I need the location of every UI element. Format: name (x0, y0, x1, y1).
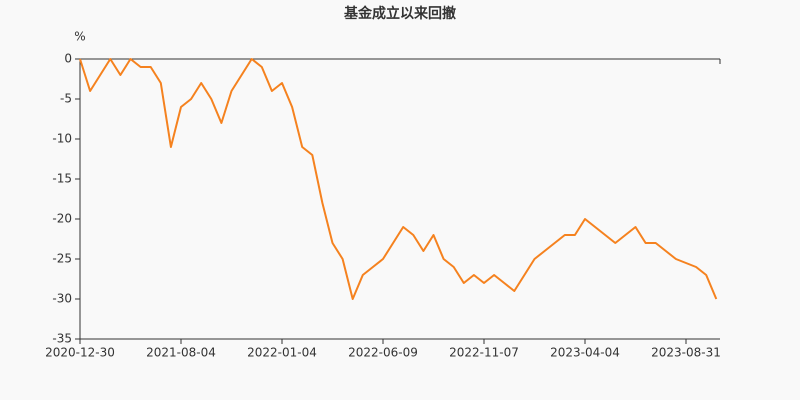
y-tick-label: -25 (52, 252, 72, 266)
y-tick-label: -30 (52, 292, 72, 306)
x-tick-label: 2022-01-04 (247, 346, 317, 360)
y-unit: % (74, 30, 85, 44)
x-tick-label: 2022-11-07 (449, 346, 519, 360)
x-tick-label: 2023-04-04 (550, 346, 620, 360)
y-tick-label: -35 (52, 332, 72, 346)
line-series (79, 58, 718, 300)
y-tick-label: 0 (64, 52, 72, 66)
x-tick-label: 2021-08-04 (146, 346, 216, 360)
x-tick-label: 2020-12-30 (45, 346, 115, 360)
x-tick-label: 2023-08-31 (651, 346, 721, 360)
chart-title: 基金成立以来回撤 (344, 5, 456, 22)
y-tick-label: -15 (52, 172, 72, 186)
y-tick-label: -5 (60, 92, 72, 106)
y-tick-label: -10 (52, 132, 72, 146)
x-tick-label: 2022-06-09 (348, 346, 418, 360)
y-tick-label: -20 (52, 212, 72, 226)
